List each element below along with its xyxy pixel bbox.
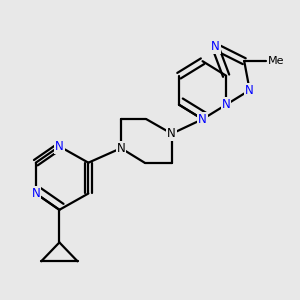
Text: N: N [117,142,125,155]
Text: N: N [245,84,254,97]
Text: N: N [167,127,176,140]
Text: N: N [211,40,220,53]
Text: N: N [198,113,207,126]
Text: N: N [222,98,230,111]
Text: N: N [55,140,64,153]
Text: N: N [32,187,40,200]
Text: Me: Me [268,56,284,66]
